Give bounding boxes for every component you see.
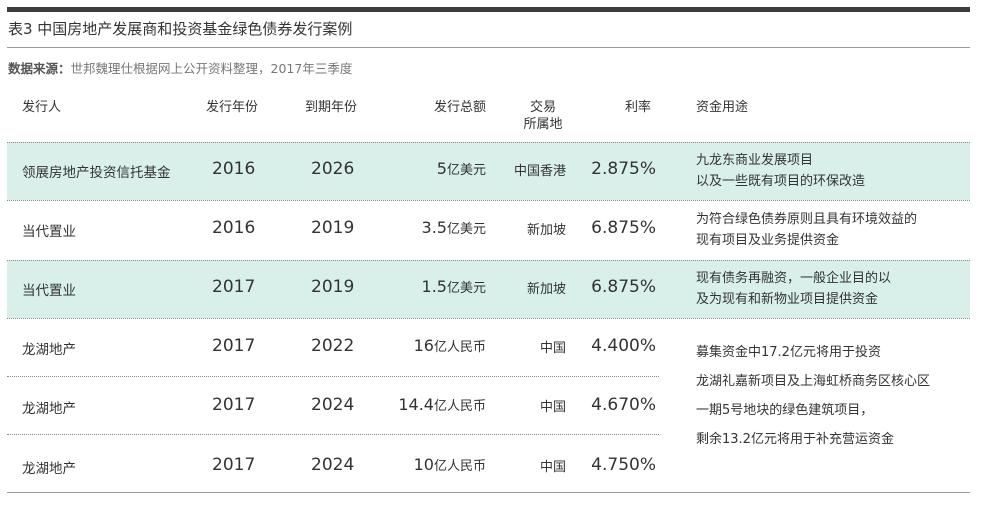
maturity-year-cell: 2022 [311, 336, 355, 356]
row-band-3 [7, 260, 970, 318]
use-line: 为符合绿色债券原则且具有环境效益的 [696, 212, 918, 227]
exchange-cell: 中国 [539, 400, 566, 415]
use-line: 及为现有和新物业项目提供资金 [696, 292, 879, 307]
row-separator [7, 142, 970, 143]
maturity-year-cell: 2019 [311, 277, 355, 297]
title-divider [7, 47, 970, 48]
row-band-1 [7, 142, 970, 200]
header-rate: 利率 [624, 100, 651, 115]
header-amount: 发行总额 [433, 100, 486, 115]
amount-cell: 14.4亿人民币 [395, 395, 486, 414]
rate-cell: 6.875% [591, 277, 656, 297]
exchange-cell: 中国 [539, 341, 566, 356]
data-source: 数据来源：世邦魏理仕根据网上公开资料整理，2017年三季度 [8, 58, 352, 77]
amount-unit: 亿人民币 [433, 399, 486, 414]
use-line: 九龙东商业发展项目 [696, 153, 814, 168]
amount-unit: 亿美元 [446, 163, 486, 178]
maturity-year-cell: 2024 [311, 395, 355, 415]
source-text: 世邦魏理仕根据网上公开资料整理，2017年三季度 [70, 61, 353, 76]
amount-cell: 5亿美元 [395, 159, 486, 178]
issuer-cell: 领展房地产投资信托基金 [22, 165, 171, 181]
row-separator [7, 200, 970, 201]
merged-use-cell: 募集资金中17.2亿元将用于投资 龙湖礼嘉新项目及上海虹桥商务区核心区 一期5号… [696, 338, 930, 454]
issuer-cell: 龙湖地产 [22, 461, 76, 477]
amount-cell: 1.5亿美元 [395, 277, 486, 296]
top-rule [7, 7, 970, 12]
rate-cell: 4.750% [591, 455, 656, 475]
issuer-cell: 龙湖地产 [22, 401, 76, 417]
amount-unit: 亿人民币 [433, 459, 486, 474]
issue-year-cell: 2017 [212, 395, 256, 415]
use-cell: 现有债务再融资，一般企业目的以 及为现有和新物业项目提供资金 [696, 268, 891, 310]
issue-year-cell: 2017 [212, 277, 256, 297]
use-line: 现有债务再融资，一般企业目的以 [696, 271, 892, 286]
header-exchange-line1: 交易 [529, 100, 556, 115]
use-cell: 九龙东商业发展项目以及一些既有项目的环保改造 [696, 150, 865, 192]
use-line: 以及一些既有项目的环保改造 [696, 174, 866, 189]
table-title: 表3 中国房地产发展商和投资基金绿色债券发行案例 [8, 20, 353, 38]
maturity-year-cell: 2024 [311, 455, 355, 475]
issue-year-cell: 2017 [212, 455, 256, 475]
row-separator [7, 434, 659, 435]
row-separator [7, 260, 970, 261]
use-line: 现有项目及业务提供资金 [696, 233, 840, 248]
rate-cell: 4.400% [591, 336, 656, 356]
issue-year-cell: 2016 [212, 159, 256, 179]
issuer-cell: 当代置业 [22, 224, 76, 240]
amount-cell: 10亿人民币 [395, 455, 486, 474]
amount-unit: 亿人民币 [433, 340, 486, 355]
header-maturity-year: 到期年份 [305, 100, 358, 115]
source-label: 数据来源： [8, 61, 71, 76]
amount-cell: 16亿人民币 [395, 336, 486, 355]
exchange-cell: 中国 [539, 460, 566, 475]
issuer-cell: 当代置业 [22, 283, 76, 299]
use-line: 一期5号地块的绿色建筑项目， [696, 403, 874, 418]
maturity-year-cell: 2026 [311, 159, 355, 179]
exchange-cell: 新加坡 [526, 223, 566, 238]
amount-number: 1.5 [421, 277, 447, 296]
header-issuer: 发行人 [22, 100, 62, 115]
row-separator [7, 318, 970, 319]
issue-year-cell: 2017 [212, 336, 256, 356]
issue-year-cell: 2016 [212, 218, 256, 238]
rate-cell: 4.670% [591, 395, 656, 415]
amount-number: 14.4 [398, 395, 434, 414]
amount-number: 16 [413, 336, 434, 355]
row-separator [7, 376, 659, 377]
amount-unit: 亿美元 [446, 281, 486, 296]
rate-cell: 6.875% [591, 218, 656, 238]
use-line: 剩余13.2亿元将用于补充营运资金 [696, 432, 894, 447]
use-line: 龙湖礼嘉新项目及上海虹桥商务区核心区 [696, 374, 931, 389]
amount-unit: 亿美元 [446, 222, 486, 237]
use-line: 募集资金中17.2亿元将用于投资 [696, 345, 881, 360]
header-exchange-line2: 所属地 [523, 117, 563, 132]
issuer-cell: 龙湖地产 [22, 342, 76, 358]
header-exchange: 交易 所属地 [520, 99, 566, 133]
bottom-rule [7, 492, 970, 493]
exchange-cell: 新加坡 [526, 282, 566, 297]
amount-cell: 3.5亿美元 [395, 218, 486, 237]
rate-cell: 2.875% [591, 159, 656, 179]
use-cell: 为符合绿色债券原则且具有环境效益的 现有项目及业务提供资金 [696, 209, 917, 251]
amount-number: 3.5 [421, 218, 447, 237]
amount-number: 10 [413, 455, 434, 474]
maturity-year-cell: 2019 [311, 218, 355, 238]
exchange-cell: 中国香港 [513, 164, 566, 179]
header-issue-year: 发行年份 [206, 100, 259, 115]
header-use: 资金用途 [696, 100, 749, 115]
amount-number: 5 [436, 159, 447, 178]
